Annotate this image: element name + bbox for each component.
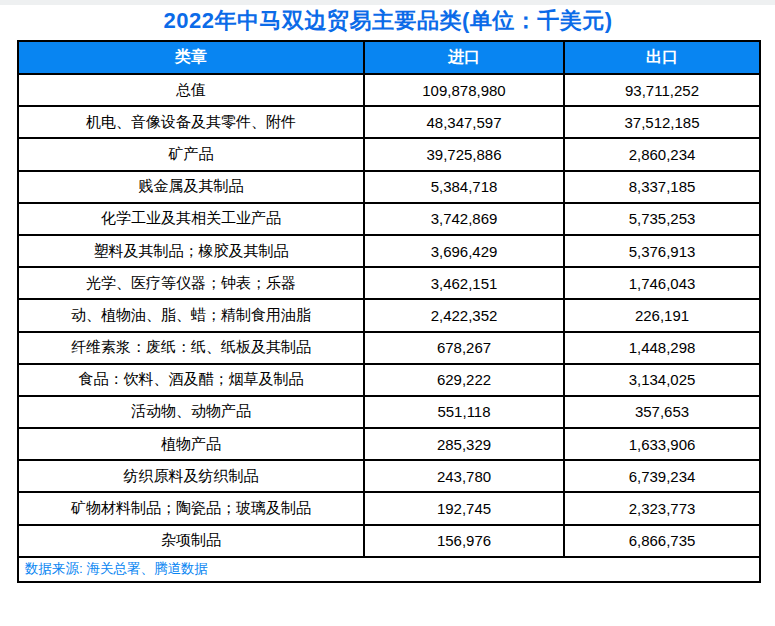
export-cell: 3,134,025: [564, 364, 760, 396]
top-strip: [0, 0, 775, 5]
table-row: 活动物、动物产品 551,118 357,653: [18, 396, 760, 428]
export-cell: 5,735,253: [564, 203, 760, 235]
table-row: 化学工业及其相关工业产品 3,742,869 5,735,253: [18, 203, 760, 235]
import-cell: 3,742,869: [364, 203, 564, 235]
page: 2022年中马双边贸易主要品类(单位：千美元) 类章 进口 出口 总值 109,…: [0, 0, 775, 626]
table-source-row: 数据来源: 海关总署、腾道数据: [18, 557, 760, 582]
table-row: 机电、音像设备及其零件、附件 48,347,597 37,512,185: [18, 106, 760, 138]
table-row: 贱金属及其制品 5,384,718 8,337,185: [18, 171, 760, 203]
export-cell: 6,739,234: [564, 460, 760, 492]
import-cell: 109,878,980: [364, 74, 564, 106]
page-title: 2022年中马双边贸易主要品类(单位：千美元): [17, 6, 759, 36]
category-cell: 总值: [18, 74, 364, 106]
table-row: 矿产品 39,725,886 2,860,234: [18, 138, 760, 170]
category-cell: 化学工业及其相关工业产品: [18, 203, 364, 235]
export-cell: 1,633,906: [564, 428, 760, 460]
import-cell: 243,780: [364, 460, 564, 492]
table-header-row: 类章 进口 出口: [18, 41, 760, 74]
export-cell: 37,512,185: [564, 106, 760, 138]
import-cell: 48,347,597: [364, 106, 564, 138]
category-cell: 纤维素浆：废纸：纸、纸板及其制品: [18, 332, 364, 364]
table-row: 光学、医疗等仪器；钟表；乐器 3,462,151 1,746,043: [18, 267, 760, 299]
category-cell: 纺织原料及纺织制品: [18, 460, 364, 492]
export-cell: 93,711,252: [564, 74, 760, 106]
export-cell: 1,448,298: [564, 332, 760, 364]
export-cell: 226,191: [564, 299, 760, 331]
export-cell: 2,860,234: [564, 138, 760, 170]
category-cell: 机电、音像设备及其零件、附件: [18, 106, 364, 138]
category-cell: 贱金属及其制品: [18, 171, 364, 203]
table-row: 植物产品 285,329 1,633,906: [18, 428, 760, 460]
import-cell: 3,462,151: [364, 267, 564, 299]
import-cell: 629,222: [364, 364, 564, 396]
category-cell: 矿产品: [18, 138, 364, 170]
table-row: 纤维素浆：废纸：纸、纸板及其制品 678,267 1,448,298: [18, 332, 760, 364]
export-cell: 357,653: [564, 396, 760, 428]
category-cell: 矿物材料制品；陶瓷品；玻璃及制品: [18, 492, 364, 524]
import-cell: 2,422,352: [364, 299, 564, 331]
import-cell: 192,745: [364, 492, 564, 524]
category-cell: 光学、医疗等仪器；钟表；乐器: [18, 267, 364, 299]
import-cell: 156,976: [364, 525, 564, 557]
category-cell: 塑料及其制品；橡胶及其制品: [18, 235, 364, 267]
table-row: 总值 109,878,980 93,711,252: [18, 74, 760, 106]
table-row: 塑料及其制品；橡胶及其制品 3,696,429 5,376,913: [18, 235, 760, 267]
category-cell: 杂项制品: [18, 525, 364, 557]
export-cell: 2,323,773: [564, 492, 760, 524]
header-category: 类章: [18, 41, 364, 74]
category-cell: 植物产品: [18, 428, 364, 460]
export-cell: 5,376,913: [564, 235, 760, 267]
table-row: 纺织原料及纺织制品 243,780 6,739,234: [18, 460, 760, 492]
table-row: 矿物材料制品；陶瓷品；玻璃及制品 192,745 2,323,773: [18, 492, 760, 524]
data-source-note: 数据来源: 海关总署、腾道数据: [18, 557, 760, 582]
trade-table: 类章 进口 出口 总值 109,878,980 93,711,252 机电、音像…: [17, 40, 761, 583]
table-row: 杂项制品 156,976 6,866,735: [18, 525, 760, 557]
import-cell: 39,725,886: [364, 138, 564, 170]
export-cell: 1,746,043: [564, 267, 760, 299]
header-export: 出口: [564, 41, 760, 74]
import-cell: 3,696,429: [364, 235, 564, 267]
import-cell: 5,384,718: [364, 171, 564, 203]
category-cell: 活动物、动物产品: [18, 396, 364, 428]
category-cell: 食品：饮料、酒及醋；烟草及制品: [18, 364, 364, 396]
import-cell: 285,329: [364, 428, 564, 460]
export-cell: 8,337,185: [564, 171, 760, 203]
table-row: 食品：饮料、酒及醋；烟草及制品 629,222 3,134,025: [18, 364, 760, 396]
import-cell: 678,267: [364, 332, 564, 364]
table-row: 动、植物油、脂、蜡；精制食用油脂 2,422,352 226,191: [18, 299, 760, 331]
export-cell: 6,866,735: [564, 525, 760, 557]
header-import: 进口: [364, 41, 564, 74]
import-cell: 551,118: [364, 396, 564, 428]
category-cell: 动、植物油、脂、蜡；精制食用油脂: [18, 299, 364, 331]
